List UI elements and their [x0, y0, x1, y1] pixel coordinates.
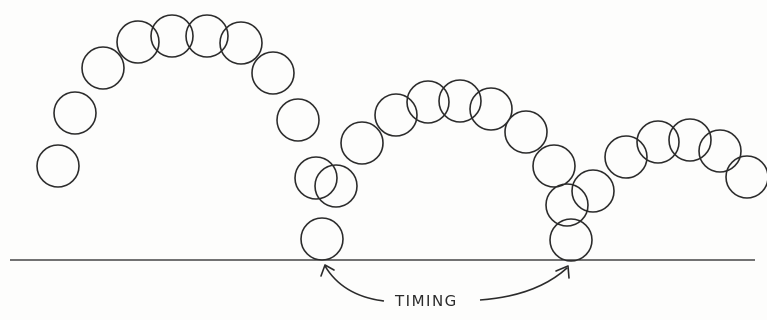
ball-position [406, 80, 450, 124]
ball-position [532, 144, 576, 188]
ball-position [604, 135, 648, 179]
ball-position [36, 144, 80, 188]
timing-arrow-right [479, 267, 568, 301]
ball-position [81, 46, 125, 90]
ball-position [469, 87, 513, 131]
ball-position [636, 120, 680, 164]
arrowhead-left [320, 264, 335, 277]
ball-position [251, 51, 295, 95]
ball-position [725, 155, 767, 199]
ball-position [276, 98, 320, 142]
ball-position [549, 218, 593, 262]
ball-position [668, 118, 712, 162]
ball-position [150, 14, 194, 58]
ball-position [314, 164, 358, 208]
ball-position [185, 14, 229, 58]
ball-position [374, 93, 418, 137]
ball-position [571, 169, 615, 213]
ball-position [438, 79, 482, 123]
ball-position [294, 156, 338, 200]
ball-position [300, 217, 344, 261]
ball-position [504, 110, 548, 154]
ball-position [116, 20, 160, 64]
ball-position [219, 21, 263, 65]
ball-position [340, 121, 384, 165]
ball-position [53, 91, 97, 135]
ball-positions [36, 14, 767, 262]
timing-arrow-left [324, 265, 385, 302]
ball-position [698, 129, 742, 173]
arrowhead-right [555, 265, 570, 279]
ball-position [545, 183, 589, 227]
timing-label: TIMING [394, 292, 458, 310]
timing-arrows: TIMING [320, 264, 570, 310]
